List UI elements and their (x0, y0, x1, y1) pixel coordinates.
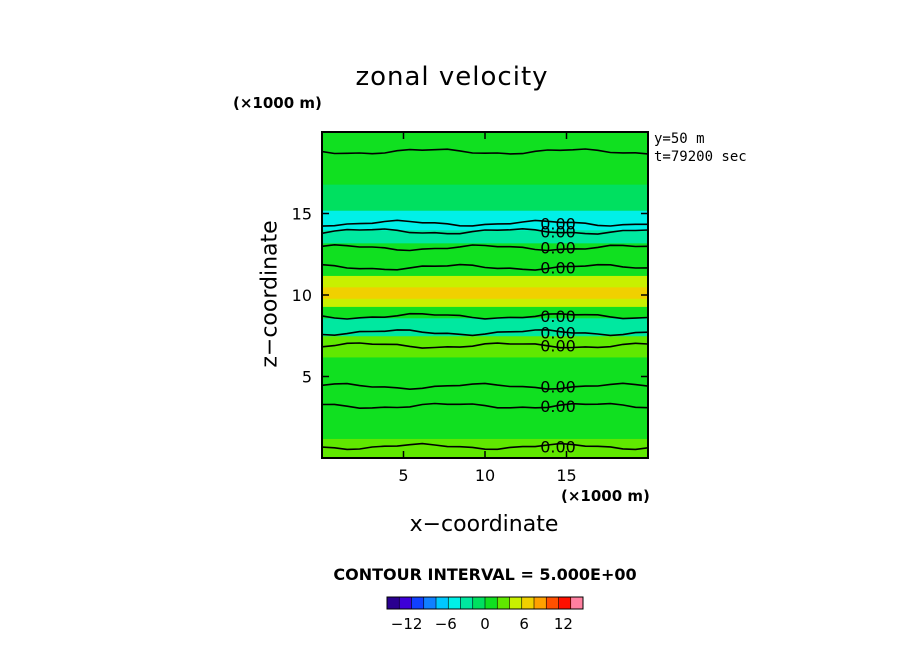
contour-line (322, 243, 648, 252)
colorbar-tick-label: −6 (435, 615, 457, 633)
colorbar-cell (411, 597, 425, 609)
contour-label: 0.00 (540, 337, 576, 356)
velocity-band (322, 275, 648, 288)
velocity-band (322, 409, 648, 439)
contour-label: 0.00 (540, 307, 576, 326)
x-axis-label: x−coordinate (409, 512, 559, 537)
colorbar-cell (570, 597, 584, 609)
x-tick-label: 5 (398, 466, 408, 485)
colorbar-cell (436, 597, 449, 609)
colorbar-tick-label: 0 (480, 615, 490, 633)
velocity-band (322, 229, 648, 244)
colorbar-cell (558, 597, 572, 609)
contour-line (322, 402, 648, 410)
contour-line (322, 312, 648, 320)
contour-lines (322, 148, 648, 451)
contour-label: 0.00 (540, 258, 576, 277)
contour-line (322, 227, 648, 235)
colorbar-tick-label: 6 (519, 615, 529, 633)
colorbar-cell (399, 597, 412, 609)
colorbar-cell (546, 597, 559, 609)
contour-line (322, 442, 648, 451)
annotation-time: t=79200 sec (654, 149, 747, 165)
velocity-band (322, 356, 648, 387)
axis-ticks: 5 10 15 5 10 15 (292, 132, 648, 485)
contour-line (322, 148, 648, 155)
colorbar-cell (387, 597, 400, 609)
contour-label: 0.00 (540, 438, 576, 457)
velocity-band (322, 132, 648, 185)
contour-line (322, 328, 648, 337)
x-tick-label: 10 (475, 466, 495, 485)
velocity-band (322, 286, 648, 299)
z-axis-unit: (×1000 m) (233, 94, 322, 112)
velocity-band (322, 242, 648, 257)
contour-label: 0.00 (540, 397, 576, 416)
y-tick-label: 10 (292, 286, 312, 305)
contour-interval-text: CONTOUR INTERVAL = 5.000E+00 (333, 565, 637, 584)
chart-title: zonal velocity (355, 62, 549, 92)
x-tick-label: 15 (556, 466, 576, 485)
contour-label: 0.00 (540, 323, 576, 342)
colorbar-tick-label: −12 (391, 615, 423, 633)
velocity-band (322, 298, 648, 307)
contour-line (322, 219, 648, 227)
contour-label: 0.00 (540, 377, 576, 396)
colorbar-cell (497, 597, 510, 609)
colorbar-tick-label: 12 (554, 615, 573, 633)
colorbar-cell (509, 597, 523, 609)
colorbar-cell (521, 597, 535, 609)
contour-line (322, 342, 648, 349)
y-tick-label: 5 (302, 368, 312, 387)
contour-line (322, 382, 648, 391)
x-axis-unit: (×1000 m) (561, 487, 650, 505)
colorbar: −12 −6 0 6 12 (386, 596, 584, 633)
annotation-y-position: y=50 m (654, 131, 705, 147)
colorbar-cell (423, 597, 437, 609)
colorbar-cell (485, 597, 498, 609)
velocity-band (322, 255, 648, 276)
colorbar-cell (472, 597, 486, 609)
contour-label: 0.00 (540, 239, 576, 258)
velocity-band (322, 210, 648, 231)
velocity-band (322, 335, 648, 358)
colorbar-cell (460, 597, 474, 609)
velocity-bands (322, 132, 648, 458)
contour-label: 0.00 (540, 222, 576, 241)
contour-line (322, 263, 648, 271)
colorbar-cell (534, 597, 547, 609)
velocity-band (322, 184, 648, 211)
contour-label: 0.00 (540, 214, 576, 233)
y-tick-label: 15 (292, 205, 312, 224)
velocity-band (322, 306, 648, 319)
colorbar-cell (448, 597, 461, 609)
